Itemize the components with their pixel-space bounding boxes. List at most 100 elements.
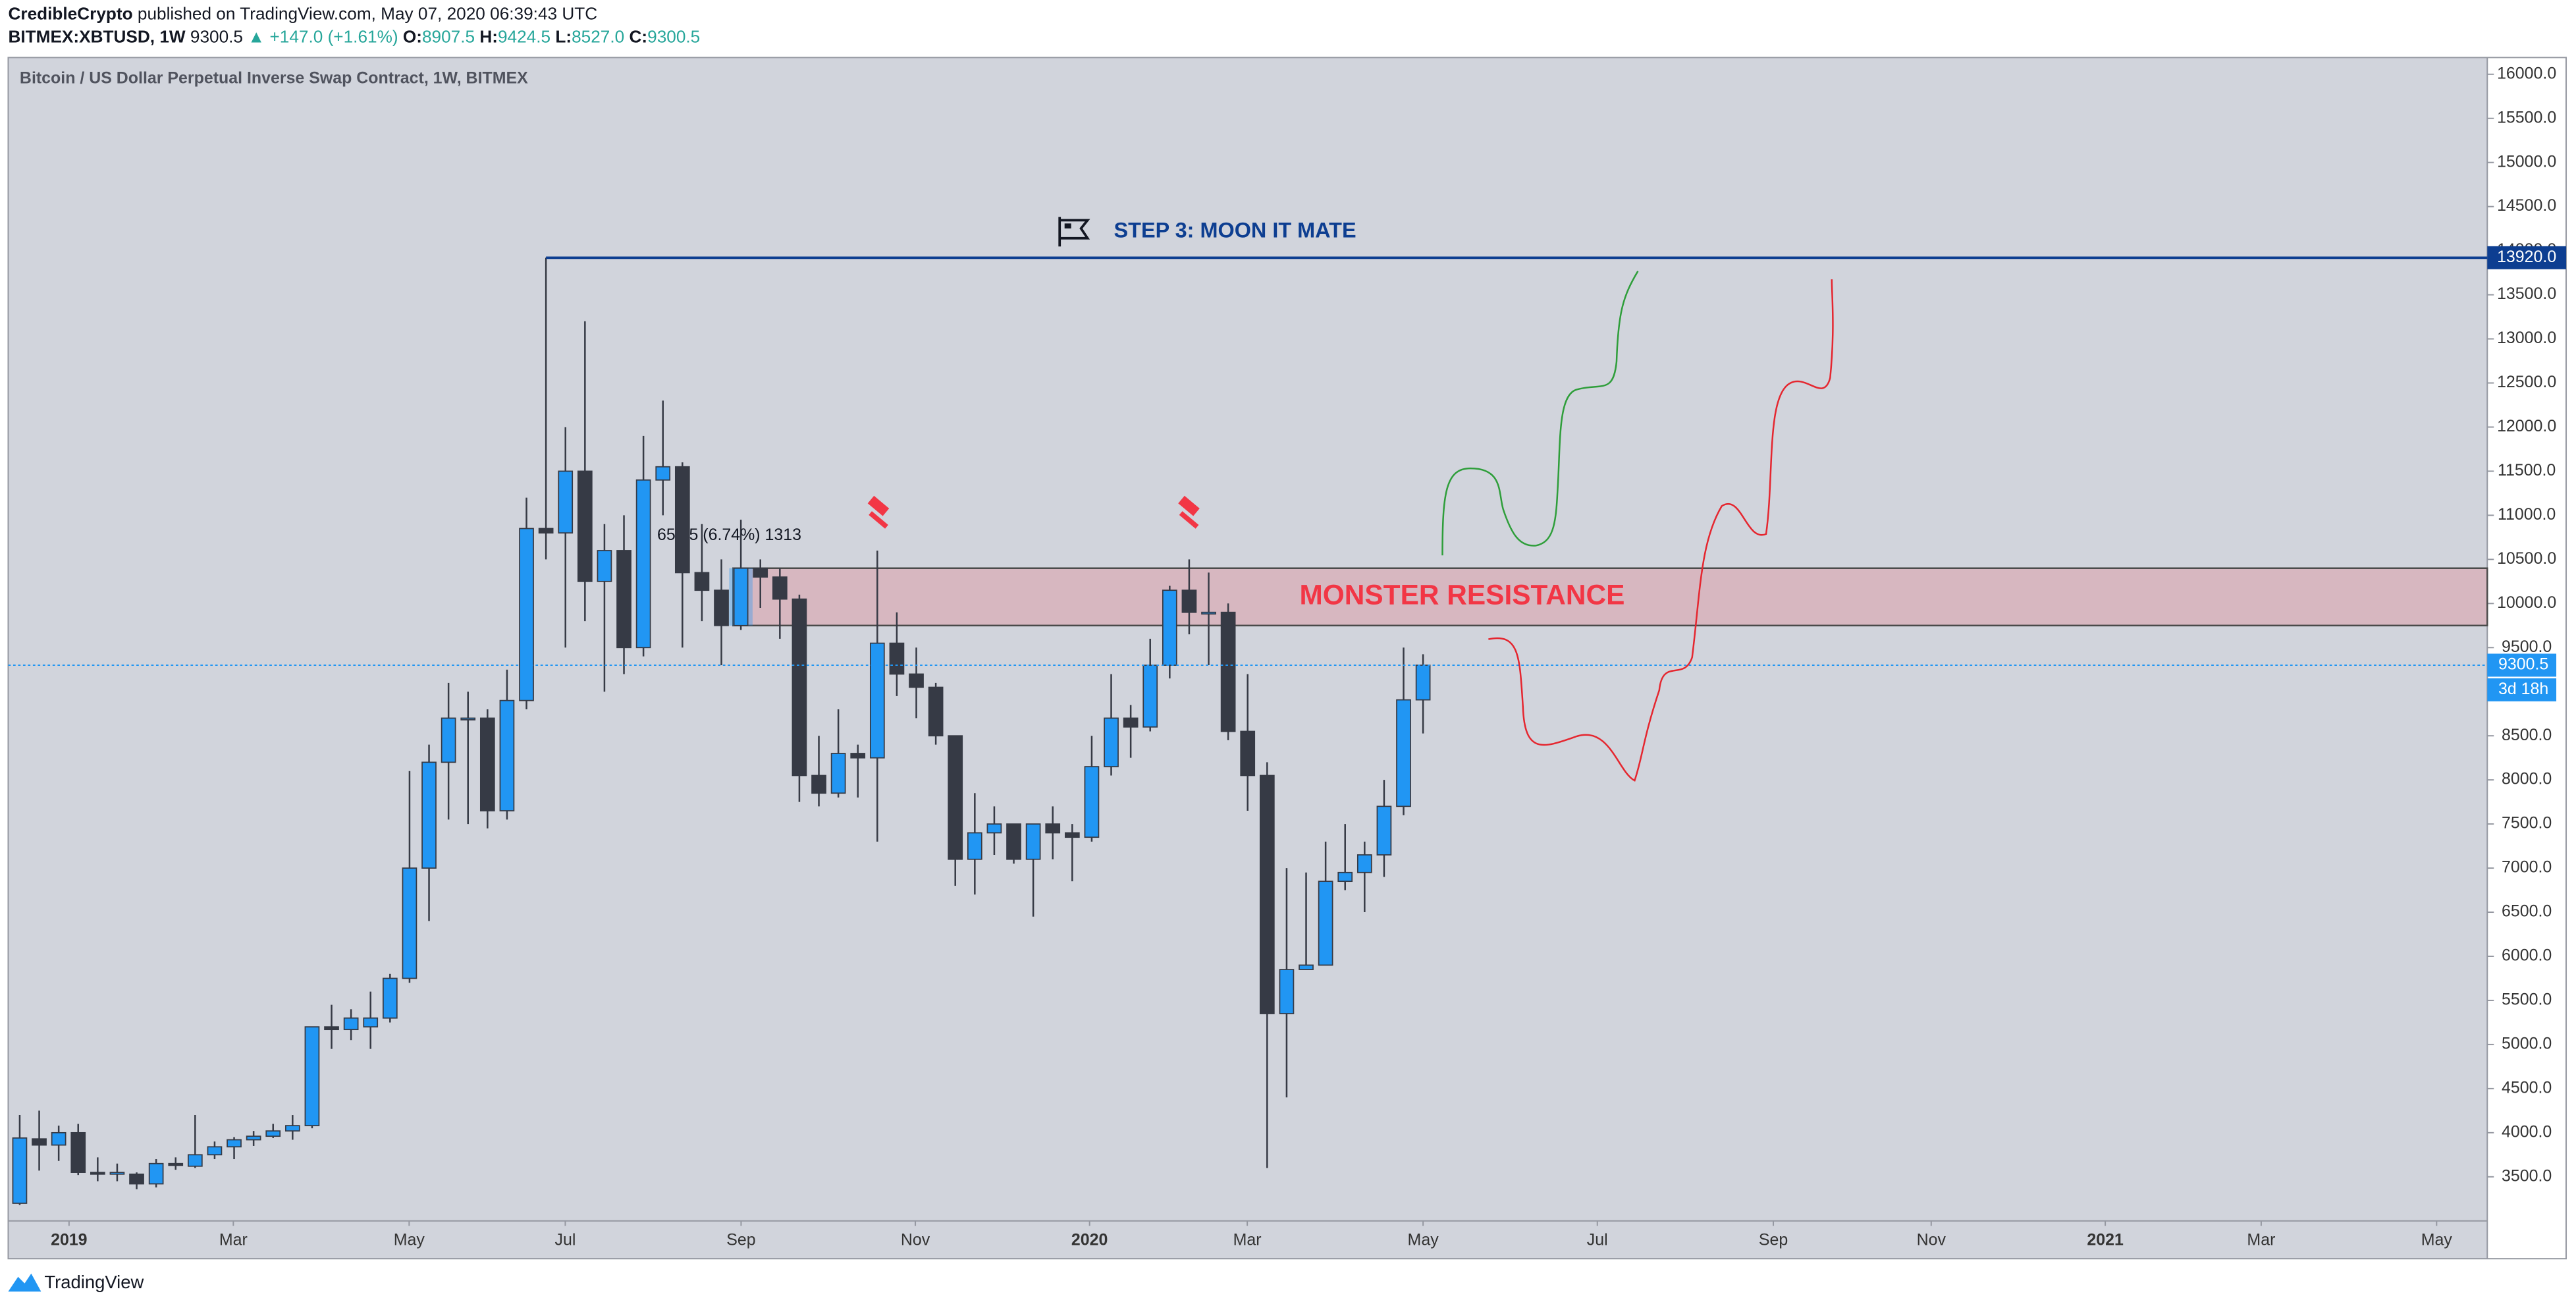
y-tick-label: 10000.0: [2497, 593, 2556, 612]
candle-body: [109, 1172, 125, 1175]
target-text: STEP 3: MOON IT MATE: [1114, 218, 1356, 242]
candle-body: [519, 528, 534, 701]
y-tick-label: 15000.0: [2497, 152, 2556, 171]
candle-body: [1376, 805, 1392, 856]
candle-body: [304, 1026, 320, 1127]
candle-body: [382, 977, 398, 1019]
candle-body: [129, 1173, 144, 1185]
candle-body: [772, 576, 788, 600]
candle-body: [733, 567, 749, 626]
red-projection: [1488, 279, 1834, 782]
candle-body: [986, 823, 1002, 834]
candle-body: [869, 642, 885, 759]
candle-body: [1162, 589, 1177, 666]
candle-body: [1201, 611, 1216, 615]
c-key: C:: [629, 26, 647, 46]
publisher: CredibleCrypto: [8, 3, 132, 23]
candle-body: [460, 717, 476, 721]
candle-body: [967, 832, 982, 860]
candle-body: [558, 470, 574, 534]
candle-body: [635, 479, 651, 649]
x-tick-label: Sep: [726, 1230, 755, 1249]
c-val: 9300.5: [647, 26, 700, 46]
y-tick-label: 15500.0: [2497, 108, 2556, 126]
candle-body: [187, 1154, 203, 1167]
candle-body: [1240, 730, 1256, 777]
y-tick-label: 8500.0: [2502, 726, 2552, 744]
candle-body: [889, 642, 905, 675]
countdown-label: 3d 18h: [2498, 680, 2548, 698]
x-tick-label: May: [394, 1230, 425, 1249]
candle-body: [1045, 823, 1061, 834]
x-tick-label: Nov: [1917, 1230, 1946, 1249]
resistance-zone: [732, 567, 2488, 627]
candle-body: [1142, 665, 1158, 728]
candle-body: [402, 867, 417, 979]
hammer-head: [1178, 495, 1200, 516]
y-tick-label: 11500.0: [2498, 461, 2556, 479]
candle-body: [714, 589, 729, 626]
x-tick-label: Mar: [1233, 1230, 1262, 1249]
y-tick-label: 11000.0: [2498, 505, 2556, 524]
y-tick-label: 6000.0: [2502, 946, 2552, 965]
candle-body: [1337, 871, 1353, 883]
symbol: BITMEX:XBTUSD, 1W: [8, 26, 185, 46]
candle-body: [343, 1017, 359, 1031]
y-tick-label: 8000.0: [2502, 770, 2552, 788]
brand: TradingView: [44, 1272, 144, 1292]
candle-body: [479, 717, 495, 811]
y-tick-label: 3500.0: [2502, 1166, 2552, 1185]
x-tick-label: 2021: [2087, 1230, 2124, 1249]
l-key: L:: [555, 26, 572, 46]
y-tick-label: 6500.0: [2502, 902, 2552, 921]
candle-body: [363, 1017, 379, 1028]
candle-body: [850, 753, 866, 759]
candle-body: [168, 1162, 184, 1166]
y-tick-label: 7000.0: [2502, 858, 2552, 877]
candle-body: [70, 1131, 86, 1173]
hammer-handle: [1179, 511, 1199, 529]
flag-check: [1064, 223, 1071, 229]
candle-body: [1220, 611, 1236, 732]
flag-icon: [1058, 217, 1090, 247]
y-tick-label: 13500.0: [2497, 285, 2556, 303]
frame: [7, 57, 2567, 1260]
header-line-2: BITMEX:XBTUSD, 1W 9300.5 ▲ +147.0 (+1.61…: [8, 26, 700, 46]
candle-body: [674, 466, 690, 574]
candle-body: [597, 550, 612, 582]
candle-body: [928, 686, 944, 737]
candle-body: [1396, 699, 1411, 807]
candle-body: [421, 761, 437, 869]
header-line-1: CredibleCrypto published on TradingView.…: [8, 3, 597, 23]
candle-body: [441, 717, 456, 763]
y-tick-label: 4000.0: [2502, 1122, 2552, 1141]
candle-body: [90, 1172, 105, 1175]
candle-body: [1279, 969, 1295, 1014]
candle-body: [1299, 964, 1314, 970]
change: ▲ +147.0 (+1.61%): [248, 26, 398, 46]
h-key: H:: [479, 26, 498, 46]
candle-body: [694, 572, 710, 591]
candle-body: [324, 1026, 339, 1031]
hammer-head: [867, 495, 890, 516]
x-tick-label: Mar: [219, 1230, 248, 1249]
y-tick-label: 5500.0: [2502, 991, 2552, 1009]
o-key: O:: [403, 26, 422, 46]
candle-body: [909, 673, 924, 688]
x-tick-label: May: [1408, 1230, 1439, 1249]
plot-area: Bitcoin / US Dollar Perpetual Inverse Sw…: [7, 57, 2567, 1260]
y-tick-label: 9500.0: [2502, 638, 2552, 656]
candle-body: [1259, 775, 1275, 1014]
x-tick-label: Nov: [901, 1230, 930, 1249]
hammer-handle: [869, 511, 888, 529]
x-tick-label: Mar: [2247, 1230, 2275, 1249]
published: published on TradingView.com, May 07, 20…: [138, 3, 597, 23]
candle-body: [284, 1125, 300, 1132]
candle-body: [616, 550, 631, 649]
y-tick-label: 10500.0: [2497, 549, 2556, 568]
candle-body: [51, 1131, 67, 1146]
candle-body: [1356, 854, 1372, 873]
candle-body: [1104, 717, 1119, 767]
